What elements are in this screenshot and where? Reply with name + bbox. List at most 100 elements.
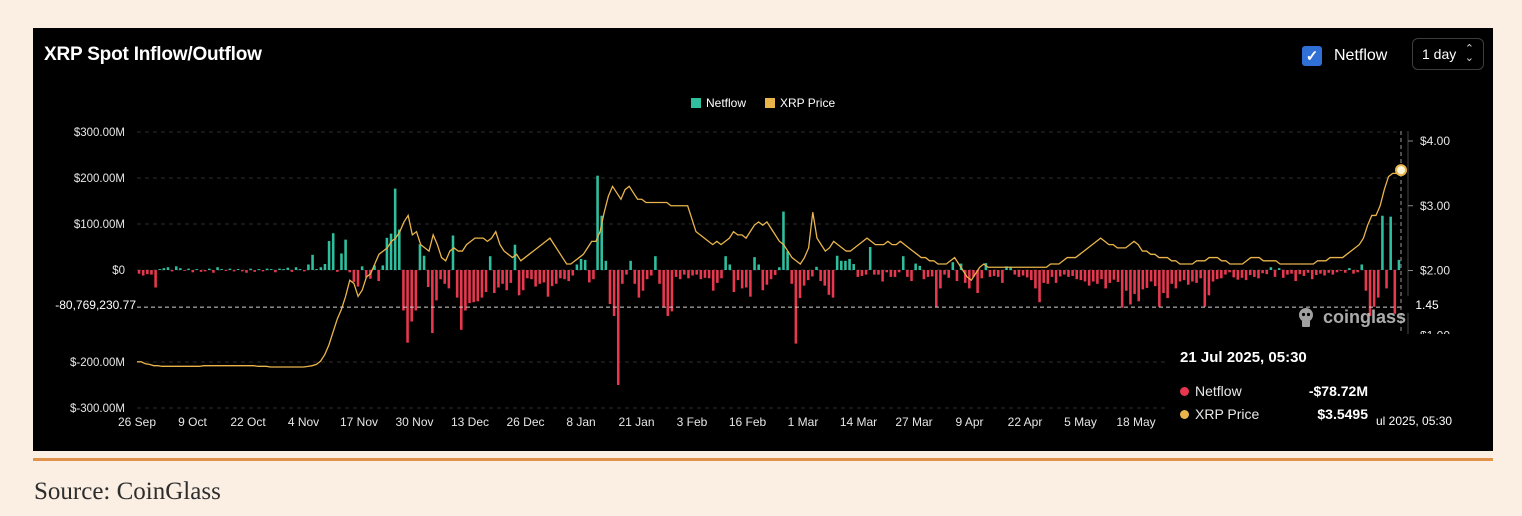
inflow-bar[interactable] (815, 266, 818, 270)
inflow-bar[interactable] (315, 269, 318, 270)
outflow-bar[interactable] (199, 270, 203, 272)
inflow-bar[interactable] (265, 268, 269, 270)
inflow-bar[interactable] (385, 237, 389, 270)
outflow-bar[interactable] (1129, 270, 1132, 305)
inflow-bar[interactable] (195, 269, 199, 270)
inflow-bar[interactable] (323, 264, 327, 270)
outflow-bar[interactable] (637, 270, 641, 298)
outflow-bar[interactable] (720, 270, 723, 279)
outflow-bar[interactable] (612, 270, 616, 316)
outflow-bar[interactable] (633, 270, 637, 284)
outflow-bar[interactable] (1083, 270, 1087, 282)
outflow-bar[interactable] (1327, 270, 1330, 273)
inflow-bar[interactable] (278, 268, 281, 270)
outflow-bar[interactable] (827, 270, 831, 295)
inflow-bar[interactable] (596, 175, 599, 270)
outflow-bar[interactable] (1228, 270, 1231, 273)
inflow-bar[interactable] (583, 259, 587, 270)
outflow-bar[interactable] (1281, 270, 1285, 278)
outflow-bar[interactable] (1244, 270, 1248, 281)
outflow-bar[interactable] (542, 270, 546, 283)
outflow-bar[interactable] (1145, 270, 1149, 288)
outflow-bar[interactable] (245, 270, 248, 273)
inflow-bar[interactable] (319, 267, 323, 270)
outflow-bar[interactable] (1195, 270, 1198, 283)
outflow-bar[interactable] (1385, 270, 1388, 289)
outflow-bar[interactable] (241, 270, 244, 272)
outflow-bar[interactable] (1298, 270, 1302, 275)
outflow-bar[interactable] (253, 270, 256, 272)
outflow-bar[interactable] (505, 270, 508, 291)
outflow-bar[interactable] (364, 270, 368, 278)
outflow-bar[interactable] (588, 270, 591, 283)
outflow-bar[interactable] (1372, 270, 1376, 307)
outflow-bar[interactable] (1013, 270, 1017, 275)
outflow-bar[interactable] (873, 270, 876, 275)
outflow-bar[interactable] (1046, 270, 1050, 284)
outflow-bar[interactable] (203, 270, 207, 272)
outflow-bar[interactable] (1133, 270, 1136, 294)
inflow-bar[interactable] (1269, 267, 1273, 270)
inflow-bar[interactable] (451, 235, 455, 271)
inflow-bar[interactable] (575, 264, 579, 270)
outflow-bar[interactable] (212, 270, 215, 273)
inflow-bar[interactable] (236, 269, 240, 270)
outflow-bar[interactable] (897, 270, 901, 273)
outflow-bar[interactable] (1306, 270, 1310, 273)
legend-netflow-label[interactable]: Netflow (706, 96, 746, 110)
inflow-bar[interactable] (418, 244, 422, 270)
outflow-bar[interactable] (348, 270, 352, 273)
outflow-bar[interactable] (274, 270, 277, 273)
outflow-bar[interactable] (459, 270, 463, 330)
outflow-bar[interactable] (554, 270, 558, 284)
outflow-bar[interactable] (455, 270, 459, 298)
outflow-bar[interactable] (1339, 270, 1343, 271)
inflow-bar[interactable] (228, 268, 232, 270)
outflow-bar[interactable] (170, 270, 174, 272)
outflow-bar[interactable] (521, 270, 525, 291)
inflow-bar[interactable] (848, 258, 851, 270)
outflow-bar[interactable] (1025, 270, 1029, 278)
inflow-bar[interactable] (179, 268, 182, 270)
outflow-bar[interactable] (1356, 270, 1359, 273)
outflow-bar[interactable] (1162, 270, 1165, 293)
outflow-bar[interactable] (1071, 270, 1074, 276)
inflow-bar[interactable] (835, 255, 839, 270)
outflow-bar[interactable] (517, 270, 521, 296)
outflow-bar[interactable] (592, 270, 595, 280)
outflow-bar[interactable] (530, 270, 533, 280)
outflow-bar[interactable] (670, 270, 674, 312)
outflow-bar[interactable] (1021, 270, 1025, 276)
inflow-bar[interactable] (381, 265, 385, 270)
outflow-bar[interactable] (1315, 270, 1318, 276)
outflow-bar[interactable] (1220, 270, 1223, 279)
outflow-bar[interactable] (1112, 270, 1116, 280)
outflow-bar[interactable] (439, 270, 442, 280)
outflow-bar[interactable] (232, 270, 236, 272)
inflow-bar[interactable] (513, 244, 517, 270)
outflow-bar[interactable] (765, 270, 769, 285)
outflow-bar[interactable] (509, 270, 513, 283)
outflow-bar[interactable] (935, 270, 938, 308)
outflow-bar[interactable] (1058, 270, 1062, 277)
outflow-bar[interactable] (963, 270, 967, 283)
outflow-bar[interactable] (683, 270, 686, 275)
inflow-bar[interactable] (840, 260, 843, 270)
outflow-bar[interactable] (1116, 270, 1120, 282)
outflow-bar[interactable] (534, 270, 537, 287)
outflow-bar[interactable] (480, 270, 484, 298)
inflow-bar[interactable] (757, 264, 760, 270)
outflow-bar[interactable] (1377, 270, 1380, 298)
outflow-bar[interactable] (1273, 270, 1277, 277)
outflow-bar[interactable] (943, 270, 946, 275)
outflow-bar[interactable] (1203, 270, 1207, 307)
netflow-checkbox[interactable]: ✓ (1302, 46, 1322, 66)
outflow-bar[interactable] (146, 270, 149, 275)
inflow-bar[interactable] (311, 254, 314, 270)
outflow-bar[interactable] (1224, 270, 1227, 275)
outflow-bar[interactable] (877, 270, 880, 275)
outflow-bar[interactable] (976, 270, 979, 293)
inflow-bar[interactable] (1397, 259, 1401, 270)
outflow-bar[interactable] (137, 270, 141, 274)
outflow-bar[interactable] (1042, 270, 1045, 283)
